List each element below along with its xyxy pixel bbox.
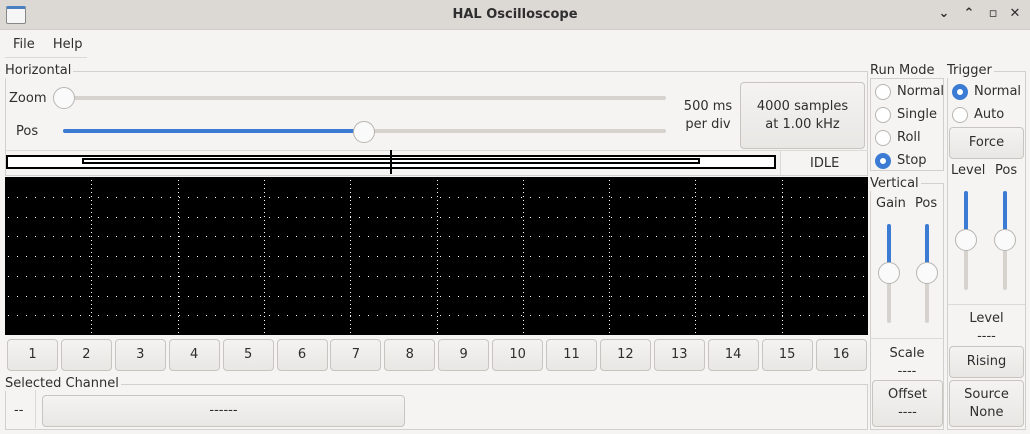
trigger-level-readout: Level ---- — [969, 311, 1004, 344]
run-mode-roll[interactable]: Roll — [875, 126, 944, 149]
timebase-unit: per div — [685, 117, 731, 132]
force-button[interactable]: Force — [949, 127, 1024, 159]
timebase-readout: 500 ms per div — [680, 98, 736, 134]
channel-button-15[interactable]: 15 — [761, 339, 813, 371]
channel-button-13[interactable]: 13 — [653, 339, 705, 371]
samples-count: 4000 samples — [756, 98, 849, 114]
channel-button-5[interactable]: 5 — [222, 339, 274, 371]
source-button[interactable]: Source None — [949, 380, 1024, 427]
minimize-icon[interactable]: ⌄ — [938, 6, 950, 21]
maximize-icon[interactable]: ⌃ — [963, 6, 975, 21]
selected-channel-group — [5, 384, 868, 430]
title-bar — [0, 0, 1030, 30]
trigger-marker — [390, 150, 392, 174]
pos-slider-handle[interactable] — [353, 121, 375, 143]
menu-bar: File Help — [13, 37, 97, 52]
status-label: IDLE — [810, 156, 840, 171]
zoom-slider[interactable] — [60, 96, 666, 100]
offset-button[interactable]: Offset ---- — [872, 380, 943, 427]
channel-button-6[interactable]: 6 — [276, 339, 328, 371]
run-mode-group — [870, 78, 944, 171]
trigger-label: Trigger — [947, 63, 994, 78]
run-mode-single[interactable]: Single — [875, 103, 944, 126]
channel-button-12[interactable]: 12 — [599, 339, 651, 371]
channel-button-2[interactable]: 2 — [60, 339, 112, 371]
edge-button[interactable]: Rising — [949, 346, 1024, 378]
channel-button-16[interactable]: 16 — [815, 339, 867, 371]
trigger-level-label: Level — [951, 163, 986, 178]
run-mode-stop[interactable]: Stop — [875, 149, 944, 172]
channel-button-11[interactable]: 11 — [546, 339, 597, 371]
channel-button-4[interactable]: 4 — [168, 339, 220, 371]
sample-rate: at 1.00 kHz — [765, 116, 840, 132]
vertical-label: Vertical — [870, 176, 921, 191]
close-icon[interactable]: ✕ — [1009, 6, 1021, 21]
zoom-slider-handle[interactable] — [53, 87, 75, 109]
channel-button-9[interactable]: 9 — [438, 339, 490, 371]
run-mode-options: Normal Single Roll Stop — [875, 80, 944, 172]
gain-label: Gain — [876, 196, 906, 211]
zoom-label: Zoom — [9, 91, 47, 106]
scope-display[interactable] — [5, 177, 868, 335]
trigger-mode-options: Normal Auto — [952, 80, 1021, 126]
channel-button-8[interactable]: 8 — [384, 339, 436, 371]
trigger-level-slider-handle[interactable] — [955, 229, 977, 251]
channel-button-3[interactable]: 3 — [114, 339, 166, 371]
scale-readout: Scale ---- — [889, 346, 925, 379]
pos-slider-fill — [63, 129, 363, 133]
channel-button-7[interactable]: 7 — [330, 339, 382, 371]
timebase-value: 500 ms — [683, 99, 733, 114]
vertical-pos-slider-handle[interactable] — [916, 262, 938, 284]
menu-file[interactable]: File — [13, 37, 35, 52]
horizontal-group — [5, 71, 868, 176]
trigger-mode-auto[interactable]: Auto — [952, 103, 1021, 126]
trigger-pos-slider-handle[interactable] — [994, 229, 1016, 251]
selected-channel-number: -- — [14, 403, 24, 418]
selected-channel-name: ------ — [209, 403, 238, 418]
channel-button-1[interactable]: 1 — [7, 339, 58, 371]
gain-slider-handle[interactable] — [878, 262, 900, 284]
pos-label: Pos — [16, 124, 39, 139]
trigger-mode-normal[interactable]: Normal — [952, 80, 1021, 103]
restore-icon[interactable]: ▫ — [988, 6, 998, 21]
horizontal-label: Horizontal — [5, 63, 74, 78]
selected-channel-label: Selected Channel — [5, 376, 121, 391]
channel-button-10[interactable]: 10 — [492, 339, 544, 371]
trigger-pos-label: Pos — [995, 163, 1018, 178]
vertical-pos-label: Pos — [915, 196, 938, 211]
run-mode-label: Run Mode — [870, 63, 937, 78]
window-title: HAL Oscilloscope — [452, 7, 578, 22]
channel-button-14[interactable]: 14 — [707, 339, 759, 371]
window-icon — [6, 6, 26, 24]
run-mode-normal[interactable]: Normal — [875, 80, 944, 103]
menu-help[interactable]: Help — [52, 37, 83, 52]
samples-button[interactable]: 4000 samples at 1.00 kHz — [740, 82, 865, 149]
selected-channel-button[interactable]: ------ — [42, 395, 405, 427]
